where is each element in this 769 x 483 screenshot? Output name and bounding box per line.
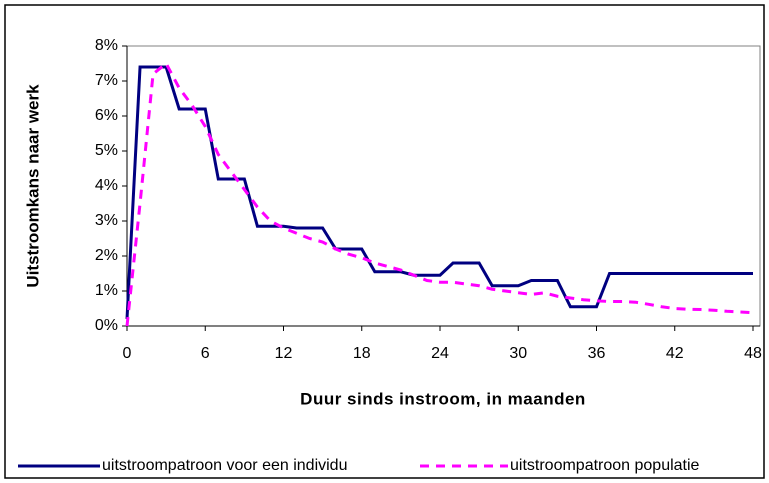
plot-area bbox=[126, 45, 761, 327]
series-line bbox=[125, 61, 754, 327]
x-tick-label: 24 bbox=[431, 345, 449, 362]
y-tick-label: 8% bbox=[95, 37, 118, 54]
y-tick-label: 4% bbox=[95, 177, 118, 194]
x-axis-title: Duur sinds instroom, in maanden bbox=[300, 389, 586, 408]
x-tick-label: 12 bbox=[275, 345, 293, 362]
y-tick-label: 1% bbox=[95, 282, 118, 299]
y-tick-label: 3% bbox=[95, 212, 118, 229]
legend-label: uitstroompatroon voor een individu bbox=[102, 457, 347, 474]
y-tick-label: 6% bbox=[95, 107, 118, 124]
y-tick-label: 0% bbox=[95, 317, 118, 334]
y-tick-label: 7% bbox=[95, 72, 118, 89]
x-tick-label: 48 bbox=[744, 345, 762, 362]
y-tick-label: 5% bbox=[95, 142, 118, 159]
x-tick-label: 0 bbox=[123, 345, 132, 362]
legend-label: uitstroompatroon populatie bbox=[510, 457, 700, 474]
x-tick-label: 36 bbox=[588, 345, 606, 362]
x-tick-label: 42 bbox=[666, 345, 684, 362]
x-tick-label: 6 bbox=[201, 345, 210, 362]
x-tick-label: 30 bbox=[509, 345, 527, 362]
x-tick-label: 18 bbox=[353, 345, 371, 362]
y-axis-title: Uitstroomkans naar werk bbox=[23, 84, 42, 288]
y-tick-label: 2% bbox=[95, 247, 118, 264]
series-line bbox=[125, 65, 753, 320]
